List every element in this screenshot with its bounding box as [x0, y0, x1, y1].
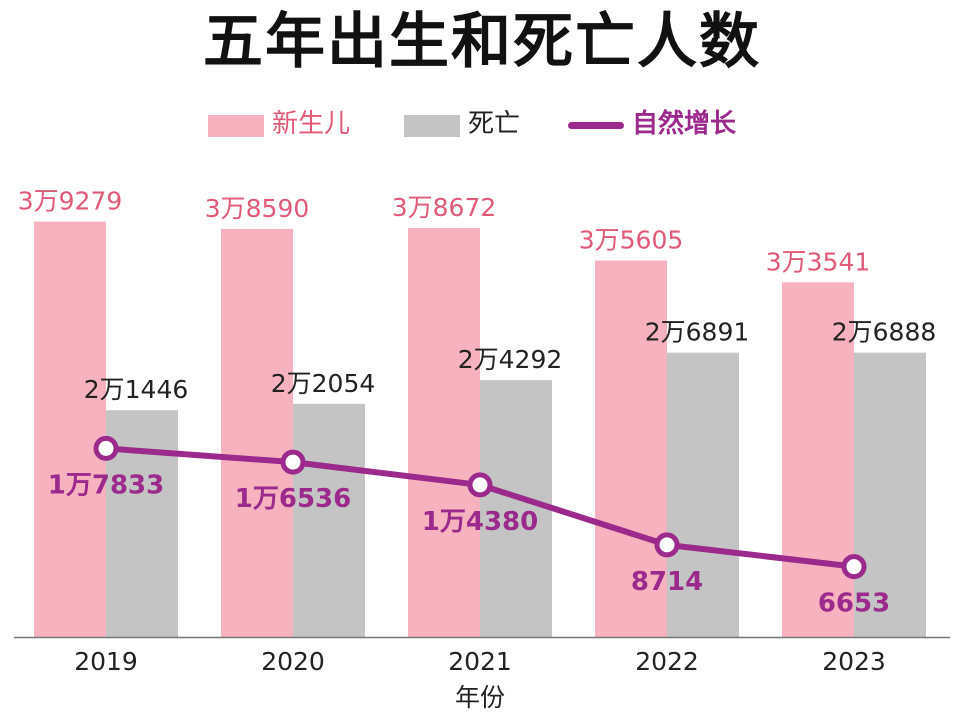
legend-swatch-newborn: [208, 115, 264, 137]
legend-line-natural-growth: [568, 122, 624, 129]
data-label-death-2019: 2万1446: [84, 375, 189, 404]
data-label-newborn-2023: 3万3541: [766, 247, 871, 276]
chart-title: 五年出生和死亡人数: [203, 7, 761, 77]
data-label-death-2023: 2万6888: [832, 318, 937, 347]
legend-swatch-death: [404, 115, 460, 137]
bar-newborn-2021: [408, 228, 480, 638]
data-label-natural-growth-2023: 6653: [818, 589, 890, 619]
bar-death-2021: [480, 380, 552, 637]
data-label-natural-growth-2021: 1万4380: [422, 507, 538, 537]
data-label-newborn-2019: 3万9279: [18, 187, 123, 216]
x-tick-label-2022: 2022: [635, 647, 699, 676]
data-label-natural-growth-2019: 1万7833: [48, 470, 164, 500]
bar-death-2020: [293, 403, 365, 637]
bar-death-2023: [854, 352, 926, 637]
bar-newborn-2022: [595, 260, 667, 637]
x-tick-label-2020: 2020: [261, 647, 325, 676]
x-axis-title: 年份: [455, 683, 505, 712]
x-tick-label-2023: 2023: [822, 647, 886, 676]
bar-newborn-2020: [221, 228, 293, 637]
legend-label-death: 死亡: [468, 109, 521, 139]
data-label-newborn-2022: 3万5605: [579, 225, 684, 254]
x-tick-label-2019: 2019: [74, 647, 138, 676]
data-label-newborn-2021: 3万8672: [392, 193, 497, 222]
data-label-death-2021: 2万4292: [458, 345, 563, 374]
legend-label-newborn: 新生儿: [272, 109, 351, 139]
point-natural-growth-2020: [280, 449, 306, 475]
point-natural-growth-2021: [467, 472, 493, 498]
data-label-death-2020: 2万2054: [271, 369, 376, 398]
x-tick-label-2021: 2021: [448, 647, 512, 676]
bar-death-2022: [667, 352, 739, 637]
data-label-natural-growth-2022: 8714: [631, 567, 703, 597]
data-label-newborn-2020: 3万8590: [205, 194, 310, 223]
data-label-natural-growth-2020: 1万6536: [235, 484, 351, 514]
bar-newborn-2023: [782, 282, 854, 637]
point-natural-growth-2022: [654, 532, 680, 558]
point-natural-growth-2023: [841, 554, 867, 580]
legend-label-natural-growth: 自然增长: [632, 109, 737, 139]
data-label-death-2022: 2万6891: [645, 318, 750, 347]
bar-newborn-2019: [34, 221, 106, 637]
point-natural-growth-2019: [93, 435, 119, 461]
